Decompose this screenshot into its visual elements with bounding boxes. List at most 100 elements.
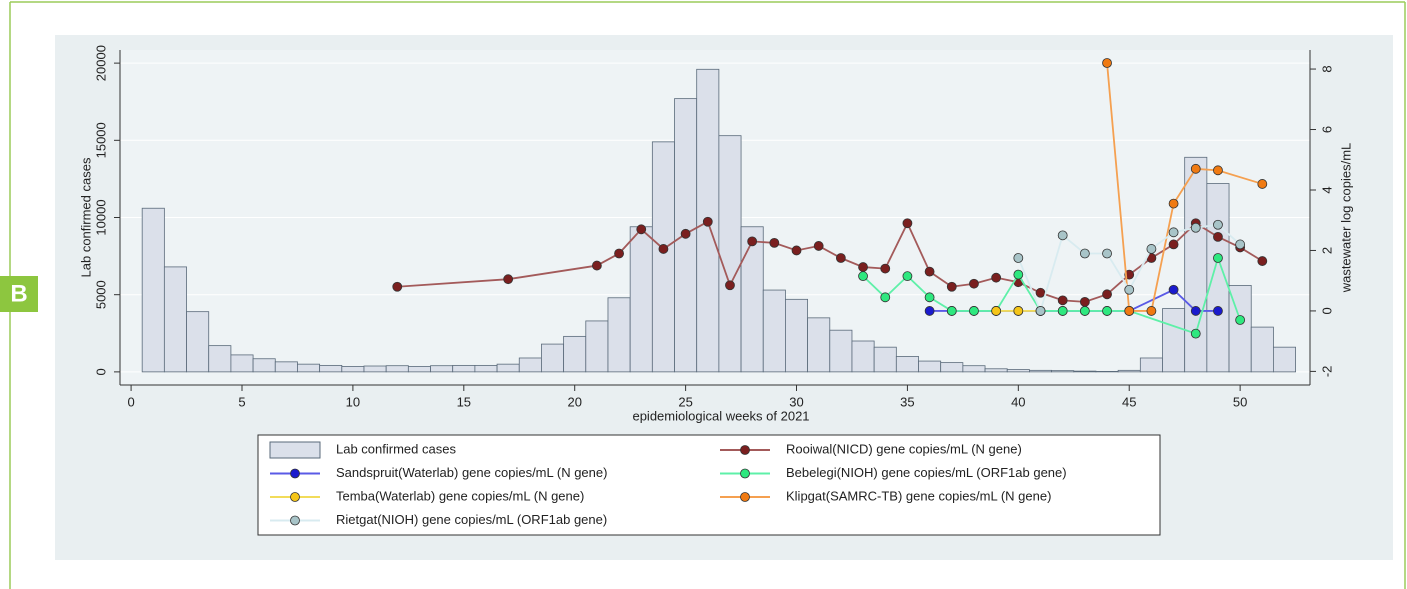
series-marker [880, 292, 891, 303]
y2-tick-label: -2 [1319, 366, 1334, 378]
x-tick-label: 35 [900, 394, 914, 409]
y2-tick-label: 2 [1319, 247, 1334, 254]
bar [984, 368, 1008, 373]
series-marker [946, 281, 957, 292]
series-marker [1013, 253, 1024, 263]
series-marker [1035, 306, 1046, 316]
series-marker [1057, 230, 1068, 241]
bar [807, 317, 831, 373]
bar [607, 297, 631, 373]
y-tick-label: 0 [93, 368, 108, 375]
bar [1184, 156, 1208, 373]
bar [940, 362, 964, 373]
series-marker [1213, 231, 1223, 242]
series-marker [1235, 315, 1246, 325]
bar [341, 366, 365, 373]
bar [363, 365, 387, 373]
y-tick-label: 20000 [93, 45, 108, 81]
bar [385, 365, 409, 373]
bar [407, 366, 431, 373]
series-marker [902, 271, 913, 282]
series-marker [591, 260, 602, 271]
bar [629, 226, 653, 373]
series-marker [1235, 239, 1246, 250]
series-marker [392, 281, 403, 292]
legend-swatch [269, 441, 321, 459]
series-marker [1013, 269, 1024, 280]
bar [1117, 369, 1141, 373]
series-marker [969, 278, 979, 289]
bar [141, 207, 165, 373]
y2-tick-label: 8 [1319, 65, 1334, 72]
series-marker [1213, 165, 1223, 176]
bar [274, 361, 298, 373]
bar [518, 357, 542, 373]
series-marker [1146, 244, 1157, 254]
legend-marker [740, 445, 750, 455]
series-marker [880, 263, 891, 274]
series-marker [813, 241, 824, 251]
bar [208, 345, 232, 373]
series-marker [1102, 58, 1112, 68]
bar [1051, 370, 1075, 373]
series-marker [858, 271, 868, 282]
series-marker [702, 216, 713, 227]
legend-label: Bebelegi(NIOH) gene copies/mL (ORF1ab ge… [786, 465, 1067, 480]
y2-tick-label: 4 [1319, 186, 1334, 193]
series-marker [1190, 328, 1201, 339]
x-tick-label: 15 [457, 394, 471, 409]
series-marker [1079, 248, 1090, 259]
y-axis-title: Lab confirmed cases [78, 157, 93, 277]
bar [873, 346, 897, 373]
series-marker [1213, 219, 1223, 230]
x-tick-label: 30 [789, 394, 803, 409]
x-tick-label: 50 [1233, 394, 1247, 409]
series-marker [1057, 306, 1068, 316]
x-tick-label: 45 [1122, 394, 1136, 409]
bar [1273, 346, 1296, 373]
series-marker [1102, 306, 1112, 316]
series-marker [858, 262, 868, 272]
x-tick-label: 0 [127, 394, 134, 409]
bar [1073, 370, 1097, 373]
series-marker [1168, 198, 1179, 209]
series-marker [835, 253, 846, 263]
series-marker [924, 266, 935, 277]
series-marker [791, 245, 802, 256]
series-marker [969, 306, 979, 316]
bar [851, 340, 875, 373]
series-marker [503, 274, 514, 285]
panel-label: B [10, 280, 27, 307]
y2-tick-label: 0 [1319, 307, 1334, 314]
series-marker [991, 272, 1002, 283]
legend-marker [290, 492, 300, 502]
bar [962, 365, 986, 373]
series-marker [1102, 248, 1112, 259]
y-tick-label: 15000 [93, 122, 108, 158]
x-tick-label: 5 [238, 394, 245, 409]
x-axis-title: epidemiological weeks of 2021 [632, 408, 809, 423]
x-tick-label: 25 [678, 394, 692, 409]
bar [563, 335, 587, 373]
bar [895, 356, 919, 373]
bar [297, 363, 321, 373]
bar [452, 364, 476, 373]
bar [186, 311, 210, 373]
bar [319, 364, 343, 373]
bar [585, 320, 609, 373]
series-line [862, 255, 1241, 335]
bar [829, 329, 853, 373]
y-tick-label: 5000 [93, 280, 108, 309]
series-marker [1213, 306, 1223, 316]
legend-marker [740, 468, 750, 479]
bar [163, 266, 187, 373]
bar [252, 358, 276, 373]
bar [740, 226, 764, 373]
bar [1139, 357, 1163, 373]
bar [1006, 369, 1030, 373]
series-marker [1190, 306, 1201, 316]
series-marker [1124, 306, 1135, 316]
bar [1029, 369, 1052, 373]
series-marker [1257, 256, 1268, 266]
